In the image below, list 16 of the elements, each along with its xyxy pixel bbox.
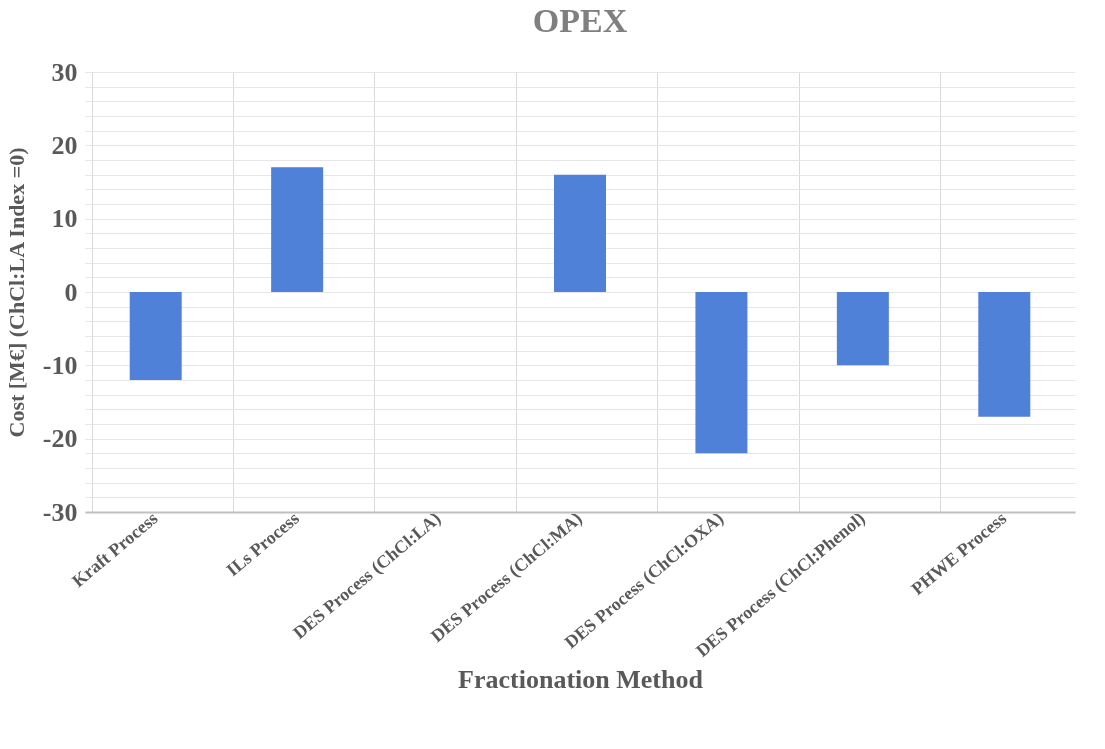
bar (271, 167, 324, 292)
y-tick-label: -20 (42, 424, 78, 454)
bar (554, 174, 606, 292)
bar (695, 292, 748, 454)
bar (836, 292, 889, 366)
chart-title: OPEX (532, 2, 628, 39)
y-tick-label: 30 (51, 57, 78, 87)
x-axis-title: Fractionation Method (458, 664, 704, 694)
y-tick-label: 10 (51, 204, 78, 234)
y-tick-label: 20 (51, 130, 78, 160)
y-tick-label: 0 (64, 277, 78, 307)
bar (129, 292, 182, 380)
bar (978, 292, 1031, 417)
y-axis-title: Cost [M€] (ChCl:LA Index =0) (3, 147, 29, 438)
y-tick-label: -30 (42, 497, 78, 527)
y-tick-label: -10 (42, 350, 78, 380)
